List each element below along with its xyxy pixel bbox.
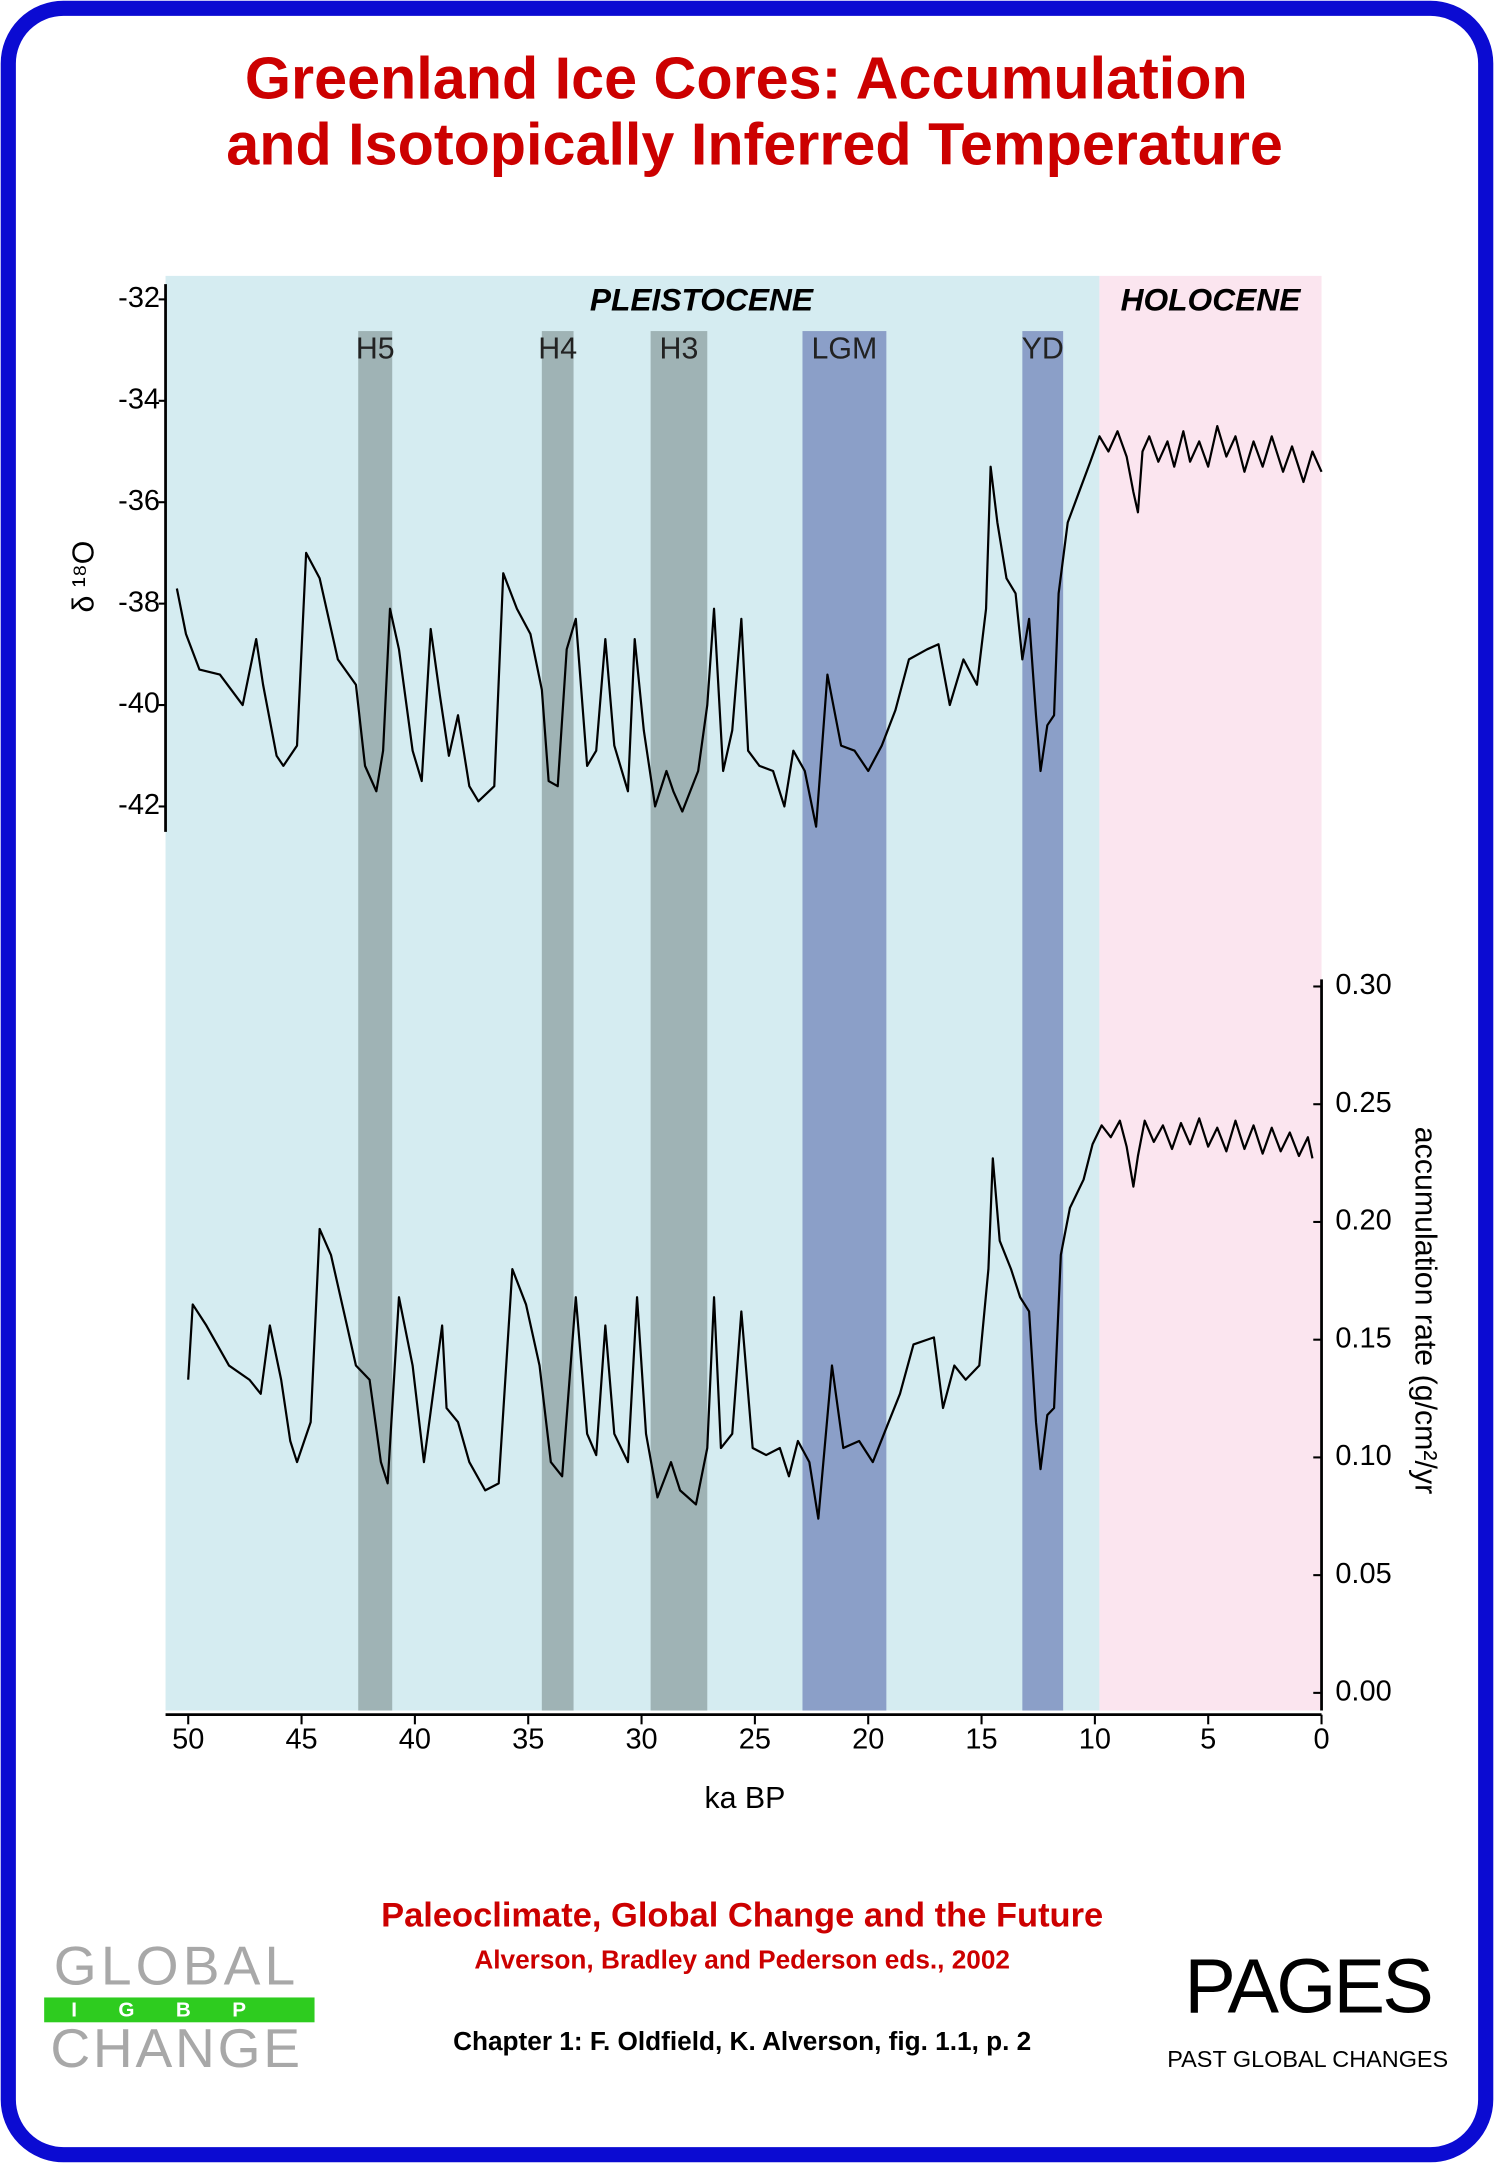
y-tick-label: -36: [118, 485, 160, 517]
event-band: [541, 331, 574, 1711]
igbp-logo: GLOBAL IGBP CHANGE: [44, 1934, 315, 2079]
event-band: [1022, 331, 1064, 1711]
logo-text: IGBP: [71, 1999, 287, 2022]
x-tick-label: 45: [285, 1724, 317, 1756]
x-tick-label: 10: [1079, 1724, 1111, 1756]
y2-tick-label: 0.20: [1335, 1205, 1391, 1237]
y-tick-label: -38: [118, 586, 160, 618]
x-tick-label: 20: [852, 1724, 884, 1756]
logo-text: CHANGE: [50, 2017, 303, 2079]
period-shade: [165, 275, 1100, 1711]
footer-chapter: Chapter 1: F. Oldfield, K. Alverson, fig…: [453, 2026, 1031, 2056]
y2-tick-label: 0.25: [1335, 1087, 1391, 1119]
y2-tick-label: 0.15: [1335, 1322, 1391, 1354]
band-label: H5: [356, 332, 395, 365]
x-tick-label: 50: [172, 1724, 204, 1756]
y-tick-label: -32: [118, 282, 160, 314]
band-label: H3: [660, 332, 699, 365]
y2-tick-label: 0.30: [1335, 969, 1391, 1001]
data-line: [187, 1117, 1314, 1520]
period-label: HOLOCENE: [1121, 281, 1302, 317]
data-line: [175, 425, 1323, 828]
band-label: H4: [538, 332, 577, 365]
x-tick-label: 5: [1200, 1724, 1216, 1756]
period-label: PLEISTOCENE: [590, 281, 814, 317]
logo-text: PAGES: [1184, 1943, 1431, 2029]
logo-text: GLOBAL: [54, 1934, 300, 1996]
y-tick-label: -40: [118, 688, 160, 720]
y2-axis-label: accumulation rate (g/cm²/yr: [1409, 1127, 1442, 1494]
band-label: YD: [1022, 332, 1064, 365]
y2-tick-label: 0.00: [1335, 1676, 1391, 1708]
y-tick-label: -42: [118, 789, 160, 821]
footer-editors: Alverson, Bradley and Pederson eds., 200…: [474, 1945, 1010, 1975]
y-axis-label: δ ¹⁸O: [68, 541, 101, 613]
footer-book: Paleoclimate, Global Change and the Futu…: [381, 1897, 1103, 1935]
chart-title: and Isotopically Inferred Temperature: [226, 111, 1283, 178]
x-tick-label: 35: [512, 1724, 544, 1756]
band-label: LGM: [812, 332, 878, 365]
x-tick-label: 15: [965, 1724, 997, 1756]
event-band: [802, 331, 887, 1711]
y2-tick-label: 0.10: [1335, 1440, 1391, 1472]
chart-title: Greenland Ice Cores: Accumulation: [245, 44, 1248, 111]
x-tick-label: 30: [625, 1724, 657, 1756]
logo-text: PAST GLOBAL CHANGES: [1167, 2046, 1448, 2072]
period-shade: [1099, 275, 1322, 1711]
y-tick-label: -34: [118, 383, 160, 415]
event-band: [358, 331, 393, 1711]
x-axis-label: ka BP: [704, 1782, 785, 1815]
x-tick-label: 0: [1313, 1724, 1329, 1756]
x-tick-label: 40: [399, 1724, 431, 1756]
logo-bar: [44, 1997, 315, 2023]
y2-tick-label: 0.05: [1335, 1558, 1391, 1590]
event-band: [650, 331, 708, 1711]
x-tick-label: 25: [739, 1724, 771, 1756]
pages-logo: PAGES PAST GLOBAL CHANGES: [1167, 1943, 1448, 2072]
